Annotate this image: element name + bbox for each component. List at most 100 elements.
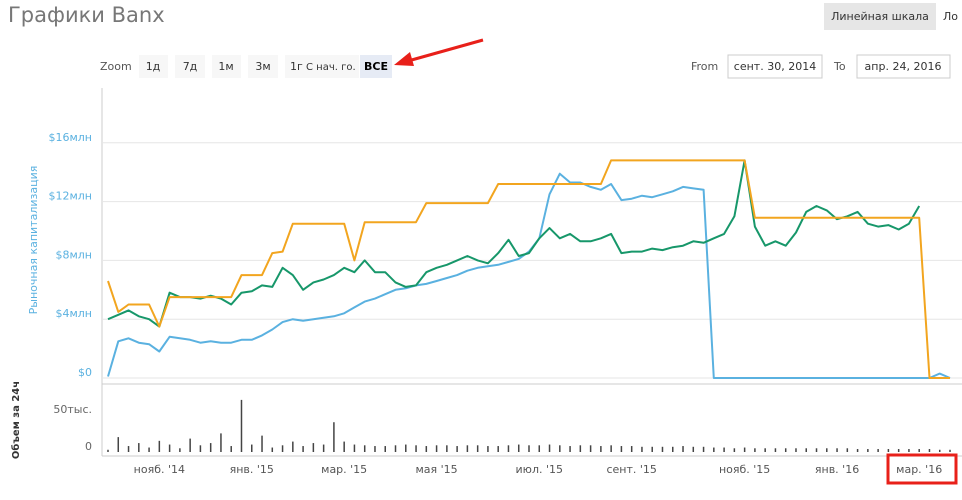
volume-bar (302, 446, 304, 452)
zoom-button-label: 1д (146, 60, 161, 73)
volume-bar (559, 445, 561, 452)
volume-bar (333, 422, 335, 452)
volume-bar (261, 435, 263, 452)
zoom-button[interactable] (212, 55, 241, 78)
volume-bar (230, 446, 232, 452)
zoom-button-label: С нач. го. (306, 62, 356, 73)
volume-bar (723, 447, 725, 452)
volume-bar (713, 447, 715, 452)
y-tick-label: $12млн (48, 190, 92, 203)
zoom-button-label: ВСЕ (364, 60, 388, 73)
volume-bar (569, 446, 571, 452)
volume-bar (661, 446, 664, 452)
volume-bar (887, 449, 890, 452)
log-scale-label[interactable]: Ло (943, 10, 958, 23)
series-line (107, 172, 951, 379)
volume-bar (846, 448, 849, 452)
zoom-button[interactable] (139, 55, 168, 78)
volume-bar (764, 448, 766, 452)
volume-bar (815, 448, 818, 452)
volume-bar (754, 448, 756, 452)
volume-bar (579, 445, 582, 452)
volume-bar (292, 441, 294, 452)
volume-bar (672, 446, 674, 452)
zoom-button[interactable] (248, 55, 278, 78)
volume-bar (928, 449, 931, 452)
x-tick-label: сент. '15 (606, 463, 656, 476)
volume-bar (127, 446, 130, 452)
volume-bar (353, 444, 356, 452)
volume-bar (415, 445, 417, 452)
volume-bar (456, 446, 458, 452)
volume-bar (774, 448, 777, 452)
volume-bar (600, 446, 602, 452)
volume-bar (343, 441, 345, 452)
series-line (107, 159, 921, 328)
volume-bar (856, 449, 859, 452)
volume-bar (363, 445, 366, 452)
annotation-arrowhead (394, 52, 414, 66)
zoom-button-label: 1г (290, 60, 303, 73)
volume-bar (117, 437, 120, 452)
volume-bar (517, 444, 520, 452)
y-tick-label: $4млн (55, 307, 92, 320)
volume-bar (148, 447, 150, 452)
to-input[interactable] (856, 54, 951, 79)
volume-bar (702, 446, 705, 452)
volume-bar (199, 445, 202, 452)
zoom-button-selected[interactable] (360, 55, 392, 78)
x-tick-label: янв. '16 (815, 463, 859, 476)
volume-bar (538, 445, 541, 452)
zoom-label: Zoom (100, 60, 132, 73)
volume-bar (179, 448, 181, 452)
y-tick-label: 50тыс. (53, 403, 92, 416)
series-line (107, 159, 950, 379)
highlight-box (886, 453, 958, 485)
volume-bar (446, 445, 448, 452)
volume-bar (949, 449, 951, 452)
volume-axis-title: Объем за 24ч (10, 381, 22, 459)
volume-bar (158, 440, 161, 452)
volume-bar (240, 399, 243, 452)
y-tick-label: $8млн (55, 248, 92, 261)
volume-bar (209, 443, 212, 452)
volume-bar (651, 446, 653, 452)
volume-bar (138, 443, 140, 452)
zoom-button[interactable] (175, 55, 205, 78)
volume-bar (384, 446, 386, 452)
volume-bar (466, 445, 469, 452)
zoom-button-label: 3м (255, 60, 270, 73)
linear-scale-button[interactable] (824, 3, 936, 30)
volume-bar (220, 433, 222, 452)
x-tick-label: янв. '15 (230, 463, 274, 476)
volume-bar (425, 446, 428, 452)
zoom-button-label: 1м (218, 60, 233, 73)
volume-bar (271, 447, 274, 452)
from-input[interactable] (727, 54, 823, 79)
x-tick-label: мая '15 (415, 463, 457, 476)
volume-bar (374, 446, 376, 452)
to-value: апр. 24, 2016 (865, 60, 942, 73)
y-tick-label: $0 (78, 366, 92, 379)
volume-bar (795, 448, 797, 452)
zoom-button[interactable] (285, 55, 359, 78)
x-tick-label: мар. '16 (896, 463, 942, 476)
volume-bar (610, 445, 612, 452)
x-tick-label: нояб. '15 (719, 463, 770, 476)
volume-bar (497, 446, 499, 452)
volume-bar (507, 445, 510, 452)
volume-bar (435, 445, 438, 452)
x-tick-label: июл. '15 (516, 463, 563, 476)
volume-bar (322, 444, 325, 452)
linear-scale-label: Линейная шкала (831, 10, 929, 23)
volume-bar (168, 444, 171, 452)
page-title: Графики Banx (8, 3, 165, 27)
volume-bar (189, 438, 191, 452)
volume-bar (394, 445, 397, 452)
volume-bar (528, 445, 530, 452)
volume-bar (405, 444, 407, 452)
volume-bar (251, 444, 253, 452)
volume-bar (476, 445, 479, 452)
